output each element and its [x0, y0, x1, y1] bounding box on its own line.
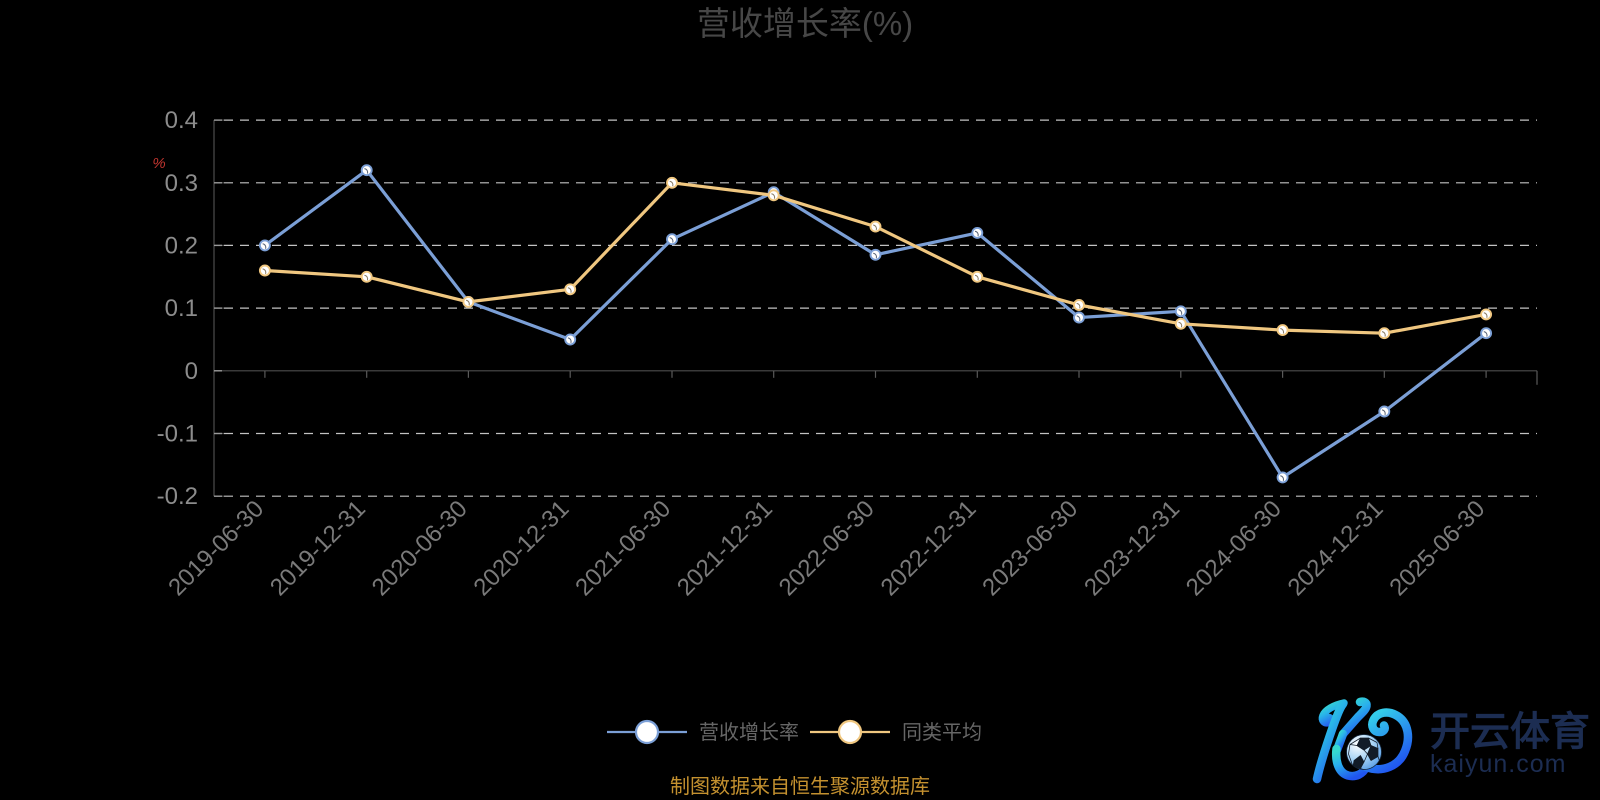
svg-text:-0.2: -0.2	[157, 483, 198, 510]
svg-text:同类平均: 同类平均	[902, 721, 982, 744]
svg-text:0.1: 0.1	[165, 295, 198, 322]
svg-text:%: %	[152, 155, 165, 172]
svg-text:营收增长率(%): 营收增长率(%)	[697, 5, 913, 42]
svg-text:0: 0	[185, 358, 198, 385]
svg-text:0.4: 0.4	[165, 107, 198, 134]
svg-text:kaiyun.com: kaiyun.com	[1430, 750, 1566, 778]
svg-text:-0.1: -0.1	[157, 421, 198, 448]
svg-text:营收增长率: 营收增长率	[699, 721, 799, 744]
svg-text:开云体育: 开云体育	[1430, 710, 1590, 754]
svg-text:0.2: 0.2	[165, 232, 198, 259]
svg-text:0.3: 0.3	[165, 170, 198, 197]
svg-text:制图数据来自恒生聚源数据库: 制图数据来自恒生聚源数据库	[670, 775, 930, 798]
